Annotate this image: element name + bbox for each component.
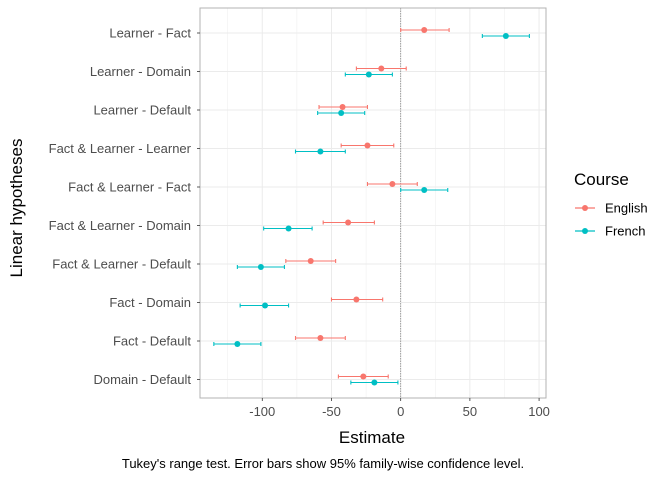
series-french: [213, 33, 530, 386]
estimate-point: [339, 104, 346, 110]
x-tick-label: 100: [528, 404, 550, 419]
estimate-point: [345, 219, 352, 226]
y-tick-label: Fact & Learner - Default: [52, 257, 191, 272]
estimate-point: [285, 225, 292, 232]
y-tick-label: Learner - Domain: [90, 64, 191, 79]
y-tick-label: Learner - Default: [93, 103, 191, 118]
estimate-point: [234, 341, 241, 347]
caption: Tukey's range test. Error bars show 95% …: [122, 456, 524, 471]
y-tick-label: Fact - Default: [113, 334, 191, 349]
legend: Course English French: [574, 170, 648, 239]
estimate-point: [307, 258, 314, 264]
legend-label: English: [605, 201, 648, 216]
legend-key-point: [582, 205, 588, 211]
grid: [200, 8, 546, 398]
estimate-point: [262, 302, 269, 309]
estimate-point: [317, 335, 324, 341]
estimate-point: [389, 181, 396, 187]
estimate-point: [353, 296, 360, 303]
panel-background: [200, 8, 546, 398]
y-axis-title: Linear hypotheses: [7, 139, 26, 278]
legend-entry-french: French: [575, 224, 645, 239]
legend-title: Course: [574, 170, 629, 189]
y-tick-label: Fact & Learner - Fact: [68, 180, 191, 195]
x-tick-label: 0: [397, 404, 404, 419]
estimate-point: [360, 373, 367, 380]
y-tick-label: Learner - Fact: [109, 26, 191, 41]
panel-border: [199, 7, 547, 399]
estimate-point: [378, 65, 385, 72]
legend-entry-english: English: [575, 201, 648, 216]
y-tick-labels: Learner - Fact Learner - Domain Learner - …: [49, 26, 200, 387]
estimate-point: [421, 27, 428, 33]
legend-key-point: [582, 228, 588, 234]
x-tick-labels: -100 -50 0 50 100: [249, 398, 550, 419]
estimate-point: [365, 71, 372, 78]
x-tick-label: -50: [322, 404, 341, 419]
estimate-point: [257, 264, 264, 270]
estimate-point: [421, 187, 428, 193]
legend-label: French: [605, 224, 645, 239]
y-tick-label: Fact - Domain: [109, 295, 191, 310]
estimate-point: [371, 379, 378, 386]
x-tick-label: 50: [463, 404, 477, 419]
estimate-point: [364, 142, 371, 149]
y-tick-label: Fact & Learner - Learner: [49, 141, 192, 156]
estimate-point: [338, 110, 345, 116]
estimate-point: [317, 148, 324, 155]
estimate-point: [502, 33, 509, 39]
data-marks: [213, 27, 530, 386]
x-tick-label: -100: [249, 404, 275, 419]
y-tick-label: Domain - Default: [93, 372, 191, 387]
x-axis-title: Estimate: [339, 428, 405, 447]
y-tick-label: Fact & Learner - Domain: [49, 218, 191, 233]
series-english: [285, 27, 450, 380]
